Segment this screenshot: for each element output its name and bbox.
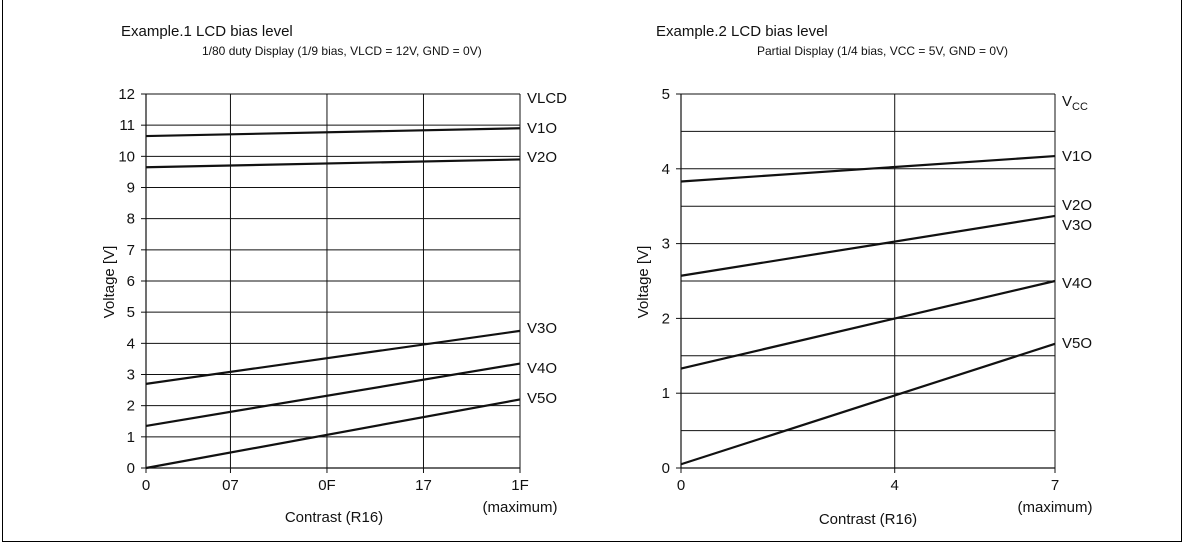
series-line-v5o bbox=[145, 398, 521, 470]
chart-lcd-bias-example-2: Example.2 LCD bias level Partial Display… bbox=[635, 23, 1093, 528]
x-tick-label: 4 bbox=[891, 477, 899, 494]
y-tick-label: 5 bbox=[662, 86, 670, 103]
x-tick-label: 0 bbox=[677, 477, 685, 494]
x-axis-label: Contrast (R16) bbox=[285, 509, 383, 526]
y-tick-label: 4 bbox=[127, 335, 135, 352]
x-axis-label: Contrast (R16) bbox=[819, 511, 917, 528]
chart-title: Example.1 LCD bias level bbox=[121, 23, 293, 40]
grid bbox=[680, 93, 1056, 469]
y-axis-label: Voltage [V] bbox=[101, 246, 118, 319]
series-line-v1o bbox=[145, 127, 521, 138]
y-tick-label: 0 bbox=[662, 460, 670, 477]
x-tick-label: 7 bbox=[1051, 477, 1059, 494]
series-label-v3o: V3O bbox=[1062, 217, 1092, 234]
x-tick-label: 1F bbox=[511, 477, 529, 494]
chart-subtitle: 1/80 duty Display (1/9 bias, VLCD = 12V,… bbox=[202, 44, 482, 58]
x-axis-ticks: 0 4 7 bbox=[677, 468, 1059, 494]
series-label-v2o: V2O bbox=[527, 149, 557, 166]
y-tick-label: 6 bbox=[127, 273, 135, 290]
y-tick-label: 1 bbox=[662, 385, 670, 402]
series-lines bbox=[680, 154, 1056, 466]
series-lines bbox=[145, 127, 521, 470]
series-label-v3o: V3O bbox=[527, 320, 557, 337]
x-axis-max-note: (maximum) bbox=[483, 499, 558, 516]
y-tick-label: 10 bbox=[118, 148, 135, 165]
y-tick-label: 9 bbox=[127, 180, 135, 197]
y-tick-label: 2 bbox=[662, 310, 670, 327]
y-tick-label: 1 bbox=[127, 429, 135, 446]
series-label-v1o: V1O bbox=[527, 120, 557, 137]
supply-label: VLCD bbox=[527, 90, 567, 107]
y-tick-label: 12 bbox=[118, 86, 135, 103]
y-tick-label: 2 bbox=[127, 398, 135, 415]
y-tick-label: 8 bbox=[127, 211, 135, 228]
supply-label: VCC bbox=[1062, 93, 1088, 113]
y-axis-ticks: 0 1 2 3 4 5 bbox=[662, 86, 681, 477]
x-axis-ticks: 0 07 0F 17 1F bbox=[142, 468, 529, 494]
chart-lcd-bias-example-1: Example.1 LCD bias level 1/80 duty Displ… bbox=[101, 23, 567, 526]
y-tick-label: 5 bbox=[127, 304, 135, 321]
x-tick-label: 17 bbox=[415, 477, 432, 494]
y-tick-label: 4 bbox=[662, 161, 670, 178]
series-labels: V1O V2O V3O V4O V5O VCC bbox=[1062, 93, 1092, 352]
series-line-v3o bbox=[145, 329, 521, 385]
series-line-v4o bbox=[680, 279, 1056, 370]
x-axis-max-note: (maximum) bbox=[1018, 499, 1093, 516]
series-label-v2o: V2O bbox=[1062, 197, 1092, 214]
y-tick-label: 3 bbox=[127, 367, 135, 384]
series-line-v5o bbox=[680, 342, 1056, 466]
chart-subtitle: Partial Display (1/4 bias, VCC = 5V, GND… bbox=[757, 44, 1008, 58]
series-line-v3o bbox=[680, 214, 1056, 277]
y-tick-label: 0 bbox=[127, 460, 135, 477]
grid bbox=[145, 93, 521, 469]
series-labels: V1O V2O V3O V4O V5O VLCD bbox=[527, 90, 567, 407]
series-line-v1o bbox=[680, 154, 1056, 183]
y-axis-label: Voltage [V] bbox=[635, 246, 652, 319]
series-label-v1o: V1O bbox=[1062, 148, 1092, 165]
y-tick-label: 11 bbox=[119, 117, 135, 134]
y-tick-label: 3 bbox=[662, 236, 670, 253]
x-tick-label: 0 bbox=[142, 477, 150, 494]
series-label-v4o: V4O bbox=[527, 360, 557, 377]
series-line-v4o bbox=[145, 362, 521, 428]
x-tick-label: 07 bbox=[222, 477, 239, 494]
series-label-v4o: V4O bbox=[1062, 275, 1092, 292]
x-tick-label: 0F bbox=[318, 477, 336, 494]
y-tick-label: 7 bbox=[127, 242, 135, 259]
series-label-v5o: V5O bbox=[527, 390, 557, 407]
series-line-v2o bbox=[145, 158, 521, 169]
chart-title: Example.2 LCD bias level bbox=[656, 23, 828, 40]
series-label-v5o: V5O bbox=[1062, 335, 1092, 352]
